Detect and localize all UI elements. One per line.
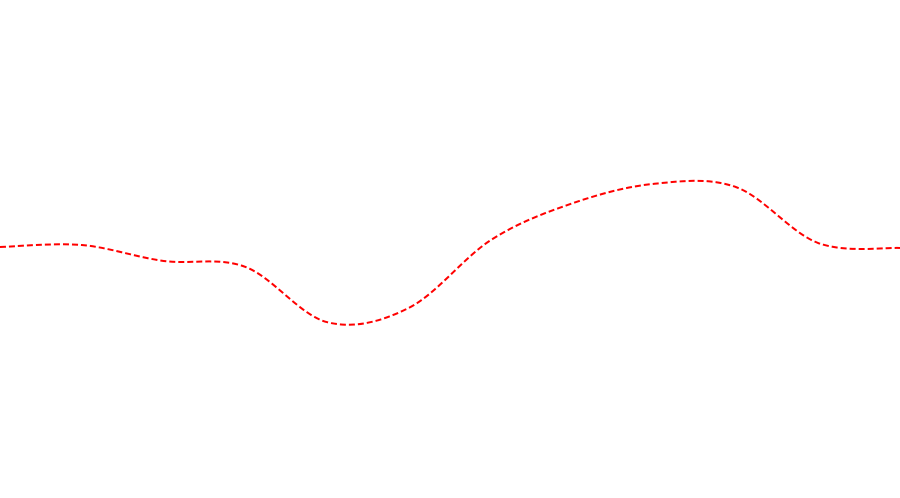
data-line bbox=[0, 179, 900, 326]
